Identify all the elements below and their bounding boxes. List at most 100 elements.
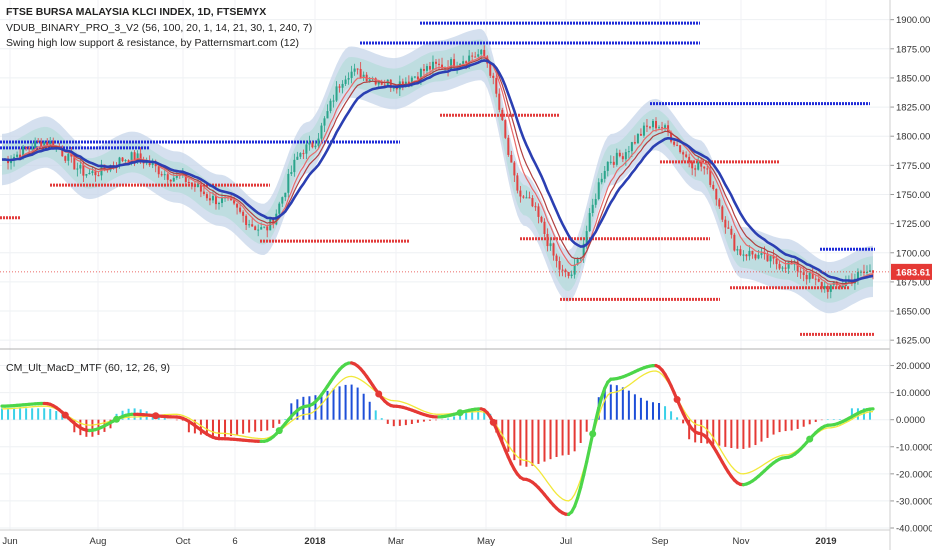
price-tick-label: 1625.00 [896,336,930,347]
macd-histogram-bar [416,419,419,423]
candle-body [217,202,220,205]
candle-body [305,144,308,154]
candle-body [703,166,706,169]
macd-histogram-bar [507,419,510,452]
macd-histogram-bar [61,414,64,420]
indicator-legend-swing[interactable]: Swing high low support & resistance, by … [6,37,299,49]
candle-body [645,125,648,127]
candle-body [416,76,419,80]
macd-histogram-bar [290,403,293,420]
macd-histogram-bar [868,408,871,420]
macd-line-segment [576,485,583,500]
candle-body [754,254,757,259]
candle-body [67,153,70,161]
candle-body [763,253,766,255]
macd-histogram-bar [453,416,456,420]
candle-body [799,271,802,273]
macd-histogram-bar [778,419,781,433]
candle-body [242,211,245,216]
candle-body [127,160,130,163]
candle-body [254,226,257,231]
price-tick-label: 1850.00 [896,73,930,84]
candle-body [193,183,196,187]
candle-body [166,174,169,180]
macd-histogram-bar [217,419,220,438]
candle-body [157,166,160,175]
macd-histogram-bar [465,411,468,420]
candle-body [139,153,142,160]
candle-body [778,264,781,269]
candle-body [293,159,296,173]
macd-histogram-bar [320,393,323,420]
macd-histogram-bar [802,419,805,427]
last-price-label: 1683.61 [896,267,931,278]
candle-body [221,197,224,203]
macd-histogram-bar [519,419,522,466]
macd-histogram-bar [224,419,227,437]
candle-body [558,261,561,270]
macd-tick-label: 10.0000 [896,388,930,399]
candle-body [296,156,299,160]
price-tick-label: 1825.00 [896,103,930,114]
candle-body [516,175,519,191]
candle-body [320,125,323,139]
candle-body [335,86,338,101]
candle-body [528,197,531,199]
macd-histogram-bar [278,419,281,424]
macd-histogram-bar [175,419,178,421]
candle-body [359,68,362,78]
candle-body [43,142,46,148]
candle-body [615,152,618,165]
time-axis: Jun Aug Oct 6 2018 Mar May Jul Sep Nov 2019 [0,529,890,547]
candle-body [808,272,811,280]
candle-body [489,63,492,76]
candle-body [82,164,85,176]
candle-body [618,152,621,157]
candle-body [823,285,826,289]
candle-body [633,142,636,144]
price-tick-label: 1800.00 [896,132,930,143]
macd-tick-label: 20.0000 [896,361,930,372]
macd-histogram-bar [718,419,721,446]
candle-body [700,162,703,167]
price-tick-label: 1650.00 [896,307,930,318]
price-tick-label: 1900.00 [896,15,930,26]
candle-body [802,272,805,275]
macd-histogram-bar [471,409,474,420]
candle-body [468,55,471,64]
candle-body [326,111,329,119]
candle-body [465,61,468,64]
candle-body [284,192,287,198]
candle-body [648,126,651,128]
candle-body [480,49,483,55]
macd-histogram-bar [266,419,269,431]
macd-line-segment [585,446,592,464]
candle-body [10,160,13,164]
macd-histogram-bar [645,400,648,420]
macd-histogram-bar [374,410,377,420]
candle-body [377,82,380,85]
macd-histogram-bar [230,419,233,437]
macd-histogram-bar [404,419,407,426]
candle-body [392,87,395,89]
candle-body [64,156,67,161]
indicator-legend-macd[interactable]: CM_Ult_MacD_MTF (60, 12, 26, 9) [6,362,170,374]
candle-body [510,154,513,163]
candle-body [266,226,269,231]
macd-histogram-bar [790,419,793,431]
indicator-legend-vdub[interactable]: VDUB_BINARY_PRO_3_V2 (56, 100, 20, 1, 14… [6,22,313,34]
candle-body [85,174,88,176]
macd-histogram-bar [639,397,642,420]
macd-histogram-bar [658,402,661,420]
candle-body [422,68,425,71]
candle-body [609,161,612,163]
candle-body [272,218,275,225]
candle-body [88,172,91,175]
macd-histogram-bar [338,386,341,420]
candle-body [130,152,133,163]
macd-histogram-bar [730,419,733,448]
macd-histogram-bar [368,401,371,420]
macd-histogram-bar [525,419,528,467]
macd-histogram-bar [682,419,685,424]
